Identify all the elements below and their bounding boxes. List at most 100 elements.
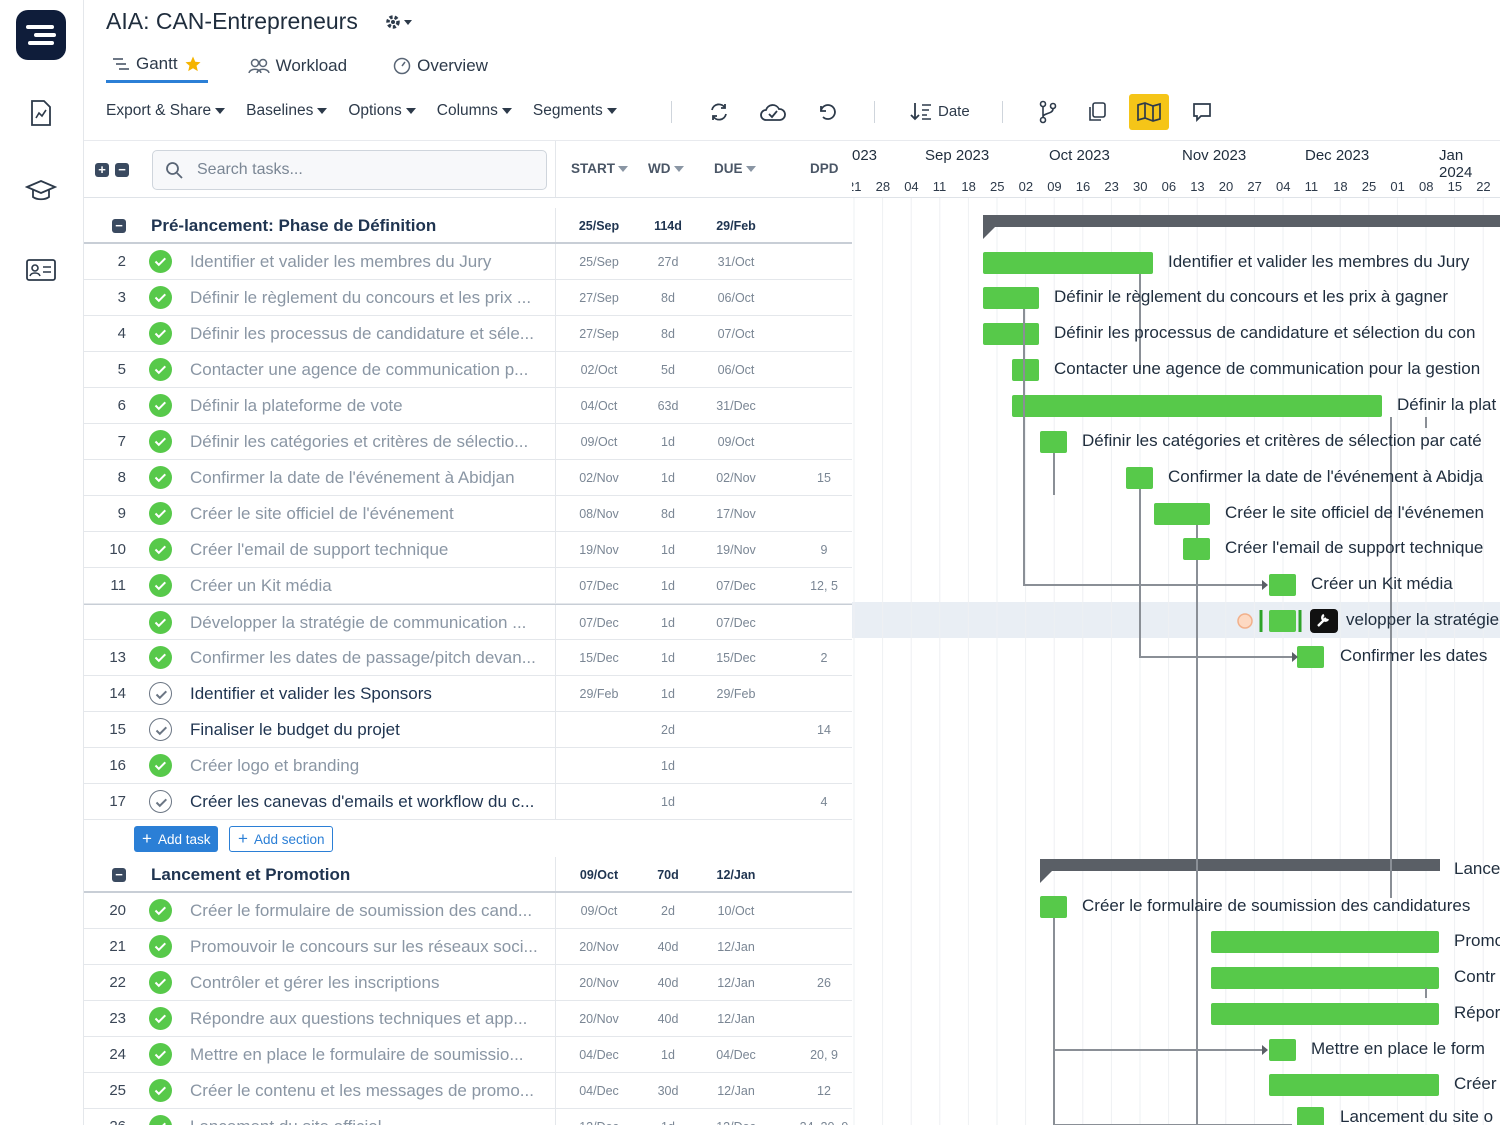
task-name[interactable]: Créer le formulaire de soumission des ca…: [190, 901, 533, 920]
task-due[interactable]: 17/Nov: [716, 507, 756, 521]
tab-gantt[interactable]: Gantt: [106, 54, 208, 83]
task-start[interactable]: 07/Dec: [579, 579, 619, 593]
completed-check-icon[interactable]: [149, 502, 172, 525]
task-dpd[interactable]: 14: [817, 723, 831, 737]
task-name[interactable]: Créer l'email de support technique: [190, 540, 449, 559]
task-row[interactable]: 21 Promouvoir le concours sur les réseaux…: [84, 929, 852, 965]
task-wd[interactable]: 40d: [657, 1012, 679, 1026]
task-due[interactable]: 06/Oct: [717, 363, 755, 377]
task-start[interactable]: 04/Oct: [580, 399, 618, 413]
task-name[interactable]: Promouvoir le concours sur les réseaux s…: [190, 937, 538, 956]
task-row[interactable]: 8 Confirmer la date de l'événement à Abid…: [84, 460, 852, 496]
task-due[interactable]: 07/Dec: [716, 616, 756, 630]
tab-overview[interactable]: Overview: [387, 54, 494, 83]
task-row[interactable]: 26Lancement du site officiel12/Dec1d12/D…: [84, 1109, 852, 1125]
completed-check-icon[interactable]: [149, 1079, 172, 1102]
task-start[interactable]: 02/Oct: [580, 363, 618, 377]
completed-check-icon[interactable]: [149, 646, 172, 669]
completed-check-icon[interactable]: [149, 1007, 172, 1030]
task-start[interactable]: 27/Sep: [579, 327, 619, 341]
task-dpd[interactable]: 4: [820, 795, 828, 809]
project-settings-gear-icon[interactable]: [384, 12, 414, 37]
task-row[interactable]: 14 Identifier et valider les Sponsors 29/F…: [84, 676, 852, 712]
task-due[interactable]: 02/Nov: [716, 471, 756, 485]
task-name[interactable]: Créer un Kit média: [190, 576, 332, 595]
task-due[interactable]: 12/Jan: [717, 940, 755, 954]
task-name[interactable]: Identifier et valider les membres du Jur…: [190, 252, 492, 271]
task-wd[interactable]: 1d: [661, 616, 675, 630]
add-section-button[interactable]: + Add section: [229, 826, 334, 852]
task-row[interactable]: 20 Créer le formulaire de soumission des …: [84, 893, 852, 929]
task-row[interactable]: 13 Confirmer les dates de passage/pitch d…: [84, 640, 852, 676]
task-wd[interactable]: 8d: [661, 327, 675, 341]
task-row[interactable]: 15 Finaliser le budget du projet 2d 14: [84, 712, 852, 748]
task-wd[interactable]: 1d: [661, 795, 675, 809]
completed-check-icon[interactable]: [149, 250, 172, 273]
task-wd[interactable]: 1d: [661, 687, 675, 701]
task-name[interactable]: Développer la stratégie de communication…: [190, 613, 527, 632]
map-view-toggle-icon[interactable]: [1129, 94, 1169, 130]
comments-icon[interactable]: [1186, 96, 1218, 128]
copy-icon[interactable]: [1081, 96, 1113, 128]
task-start[interactable]: 07/Dec: [579, 616, 619, 630]
collapse-all-icon[interactable]: −: [115, 163, 129, 177]
app-logo[interactable]: [16, 10, 66, 60]
completed-check-icon[interactable]: [149, 430, 172, 453]
completed-check-icon[interactable]: [149, 538, 172, 561]
export-share-menu[interactable]: Export & Share: [106, 102, 226, 120]
section-name[interactable]: Lancement et Promotion: [151, 865, 351, 884]
task-wd[interactable]: 8d: [661, 291, 675, 305]
column-header-wd[interactable]: WD: [648, 161, 684, 176]
expand-all-icon[interactable]: +: [95, 163, 109, 177]
task-due[interactable]: 07/Oct: [717, 327, 755, 341]
task-row[interactable]: Développer la stratégie de communication…: [84, 604, 852, 640]
incomplete-check-icon[interactable]: [149, 790, 172, 813]
task-row[interactable]: 17 Créer les canevas d'emails et workflow…: [84, 784, 852, 820]
task-due[interactable]: 04/Dec: [716, 1048, 756, 1062]
collapse-section-icon[interactable]: −: [112, 219, 126, 233]
task-due[interactable]: 31/Oct: [717, 255, 755, 269]
task-wd[interactable]: 1d: [661, 1048, 675, 1062]
task-due[interactable]: 19/Nov: [716, 543, 756, 557]
task-dpd[interactable]: 9: [820, 543, 828, 557]
task-start[interactable]: 27/Sep: [579, 291, 619, 305]
baselines-menu[interactable]: Baselines: [246, 102, 328, 120]
undo-icon[interactable]: [811, 96, 843, 128]
task-wd[interactable]: 1d: [661, 471, 675, 485]
completed-check-icon[interactable]: [149, 286, 172, 309]
task-name[interactable]: Contacter une agence de communication p.…: [190, 360, 529, 379]
task-due[interactable]: 29/Feb: [716, 687, 756, 701]
task-wd[interactable]: 1d: [661, 651, 675, 665]
task-row[interactable]: 25 Créer le contenu et les messages de pr…: [84, 1073, 852, 1109]
task-name[interactable]: Définir les processus de candidature et …: [190, 324, 534, 343]
task-name[interactable]: Confirmer les dates de passage/pitch dev…: [190, 648, 536, 667]
task-name[interactable]: Créer logo et branding: [190, 756, 360, 775]
options-menu[interactable]: Options: [348, 102, 416, 120]
task-row[interactable]: 2 Identifier et valider les membres du Ju…: [84, 244, 852, 280]
task-wd[interactable]: 30d: [657, 1084, 679, 1098]
section-name[interactable]: Pré-lancement: Phase de Définition: [151, 216, 437, 235]
task-name[interactable]: Définir la plateforme de vote: [190, 396, 403, 415]
refresh-icon[interactable]: [703, 96, 735, 128]
completed-check-icon[interactable]: [149, 322, 172, 345]
task-due[interactable]: 12/Jan: [717, 1012, 755, 1026]
task-due[interactable]: 07/Dec: [716, 579, 756, 593]
task-due[interactable]: 10/Oct: [717, 904, 755, 918]
task-row[interactable]: 6 Définir la plateforme de vote 04/Oct 63d 3…: [84, 388, 852, 424]
task-wd[interactable]: 8d: [661, 507, 675, 521]
report-icon[interactable]: [22, 94, 60, 132]
task-row[interactable]: 7 Définir les catégories et critères de s…: [84, 424, 852, 460]
completed-check-icon[interactable]: [149, 754, 172, 777]
segments-menu[interactable]: Segments: [533, 102, 617, 120]
task-wd[interactable]: 27d: [657, 255, 679, 269]
incomplete-check-icon[interactable]: [149, 682, 172, 705]
task-start[interactable]: 04/Dec: [579, 1084, 619, 1098]
columns-menu[interactable]: Columns: [437, 102, 512, 120]
task-name[interactable]: Répondre aux questions techniques et app…: [190, 1009, 528, 1028]
column-header-due[interactable]: DUE: [714, 161, 756, 176]
task-wd[interactable]: 63d: [657, 399, 679, 413]
task-row[interactable]: 9 Créer le site officiel de l'événement 08…: [84, 496, 852, 532]
task-name[interactable]: Créer les canevas d'emails et workflow d…: [190, 792, 535, 811]
completed-check-icon[interactable]: [149, 1115, 172, 1125]
add-task-button[interactable]: + Add task: [134, 826, 219, 852]
